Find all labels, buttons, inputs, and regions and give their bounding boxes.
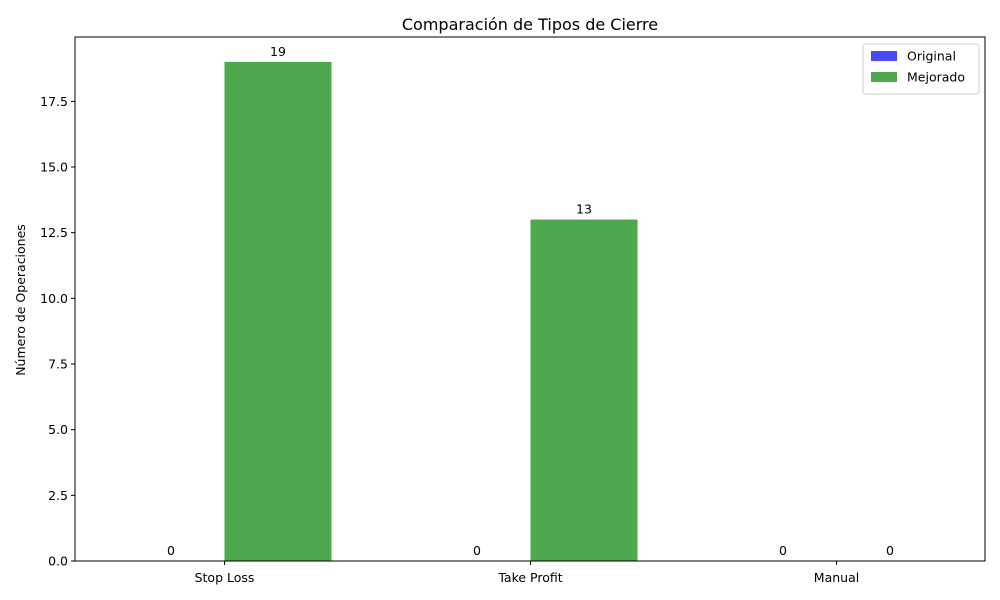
x-tick-label: Stop Loss: [195, 570, 255, 585]
bar-value-label: 0: [473, 543, 481, 558]
y-tick-label: 12.5: [40, 225, 68, 240]
y-tick-label: 2.5: [48, 488, 68, 503]
y-tick-label: 15.0: [40, 160, 68, 175]
bar-value-label: 0: [167, 543, 175, 558]
legend-swatch: [871, 51, 897, 61]
y-tick-label: 17.5: [40, 94, 68, 109]
y-tick-label: 10.0: [40, 291, 68, 306]
legend: Original Mejorado: [862, 43, 980, 95]
bar-value-label: 19: [270, 44, 286, 59]
bar-value-label: 13: [576, 202, 592, 217]
y-tick-label: 0.0: [48, 554, 68, 569]
bar-value-label: 0: [886, 543, 894, 558]
bar-value-label: 0: [779, 543, 787, 558]
y-tick-label: 7.5: [48, 357, 68, 372]
plot-area: 0.0 2.5 5.0 7.5 10.0 12.5 15.0 17.5 Stop Loss 0 19…: [40, 44, 894, 585]
legend-entry-original: Original: [907, 49, 956, 64]
y-tick-label: 5.0: [48, 422, 68, 437]
chart-title: Comparación de Tipos de Cierre: [402, 15, 658, 34]
y-axis-label: Número de Operaciones: [13, 224, 28, 376]
x-tick-label: Take Profit: [497, 570, 562, 585]
plot-frame: [74, 36, 986, 562]
legend-swatch: [871, 72, 897, 82]
x-tick-label: Manual: [814, 570, 859, 585]
bar-mejorado-stop-loss: [224, 61, 332, 561]
bar-mejorado-take-profit: [530, 219, 638, 561]
legend-entry-mejorado: Mejorado: [907, 70, 965, 85]
